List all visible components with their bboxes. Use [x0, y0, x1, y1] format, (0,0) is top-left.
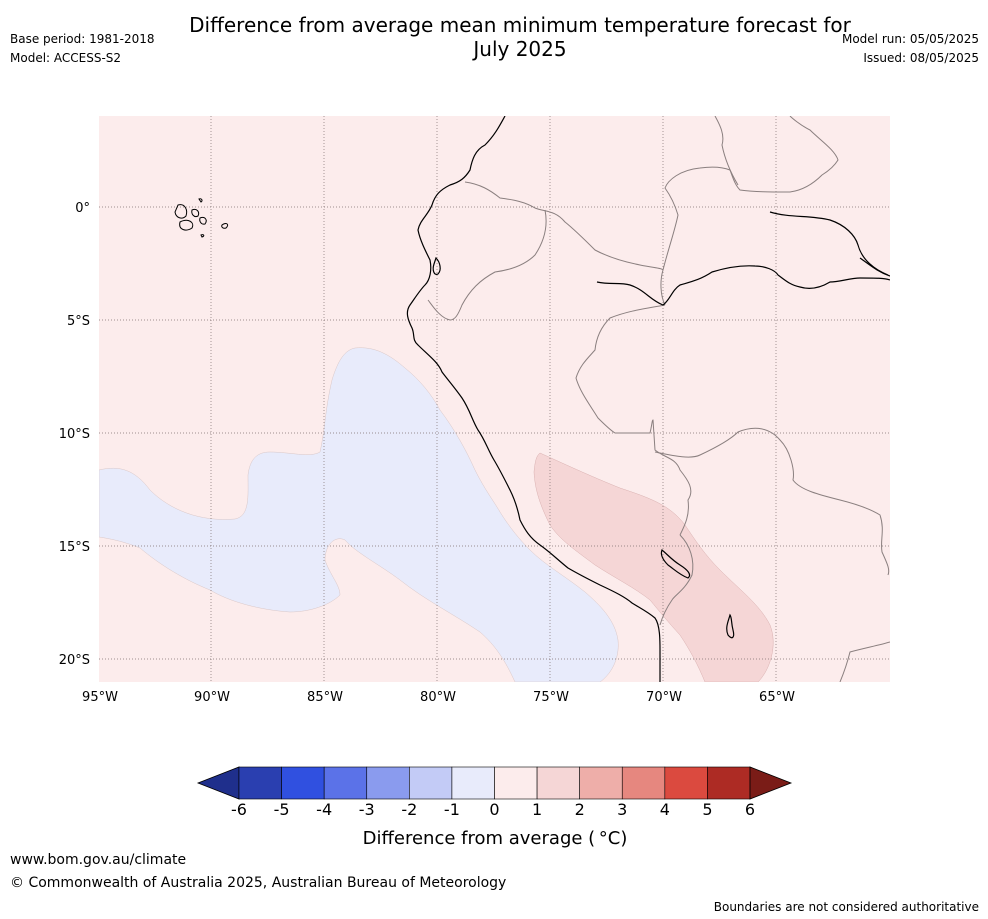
lat-label-4: 20°S	[59, 653, 90, 668]
colorbar-tick-label: 5	[702, 800, 713, 819]
colorbar-segment	[707, 766, 751, 800]
chart-title: Difference from average mean minimum tem…	[150, 13, 890, 61]
model-name: Model: ACCESS-S2	[10, 51, 122, 65]
lon-label-0: 95°W	[82, 690, 118, 705]
graticule	[99, 116, 890, 682]
lat-label-0: 0°	[75, 201, 90, 216]
colorbar-segment	[536, 766, 580, 800]
lat-label-2: 10°S	[59, 427, 90, 442]
longitude-labels: 95°W 90°W 85°W 80°W 75°W 70°W 65°W	[82, 690, 795, 705]
colorbar-segment	[621, 766, 666, 800]
colorbar-title: Difference from average ( °C)	[362, 828, 628, 849]
galapagos-islands	[174, 198, 229, 238]
colorbar-segment	[409, 766, 453, 800]
colorbar-segment	[494, 766, 538, 800]
issued-date: Issued: 08/05/2025	[863, 51, 979, 65]
country-boundaries	[427, 116, 890, 682]
colorbar-tick-label: -5	[273, 800, 290, 819]
lon-label-4: 75°W	[533, 690, 569, 705]
colorbar-tick-label: 2	[574, 800, 585, 819]
lat-label-1: 5°S	[67, 314, 90, 329]
latitude-labels: 0° 5°S 10°S 15°S 20°S	[59, 201, 90, 668]
lon-label-1: 90°W	[194, 690, 230, 705]
colorbar-segment	[281, 766, 325, 800]
map-area	[99, 116, 890, 682]
title-line-2: July 2025	[473, 37, 567, 61]
colorbar-tick-label: -1	[443, 800, 460, 819]
colorbar-tick-label: -6	[231, 800, 247, 819]
colorbar-segment	[366, 766, 410, 800]
base-period: Base period: 1981-2018	[10, 32, 155, 46]
colorbar-segment	[323, 766, 368, 800]
colorbar-tick-label: 1	[531, 800, 543, 819]
colorbar-tick-label: 3	[617, 800, 628, 819]
colorbar-extend-high	[749, 766, 793, 800]
copyright-text: © Commonwealth of Australia 2025, Austra…	[10, 875, 507, 891]
lon-label-2: 85°W	[307, 690, 343, 705]
colorbar-segment	[238, 766, 282, 800]
anomaly-region-cool	[99, 347, 619, 682]
colorbar-extend-low	[196, 766, 240, 800]
colorbar-segment	[664, 766, 708, 800]
colorbar	[196, 766, 793, 800]
model-run: Model run: 05/05/2025	[841, 32, 979, 46]
coastlines	[406, 116, 890, 682]
lon-label-6: 65°W	[759, 690, 795, 705]
colorbar-segment	[451, 766, 495, 800]
disclaimer-text: Boundaries are not considered authoritat…	[713, 900, 979, 914]
website-text: www.bom.gov.au/climate	[10, 852, 187, 868]
lat-label-3: 15°S	[59, 540, 90, 555]
colorbar-tick-label: 0	[489, 800, 500, 819]
colorbar-tick-label: -3	[358, 800, 375, 819]
lon-label-3: 80°W	[420, 690, 456, 705]
lon-label-5: 70°W	[646, 690, 682, 705]
colorbar-tick-label: -2	[401, 800, 418, 819]
colorbar-segment	[579, 766, 623, 800]
colorbar-tick-label: 4	[659, 800, 670, 819]
colorbar-tick-label: 6	[744, 800, 756, 819]
title-line-1: Difference from average mean minimum tem…	[189, 13, 851, 37]
colorbar-tick-label: -4	[316, 800, 333, 819]
